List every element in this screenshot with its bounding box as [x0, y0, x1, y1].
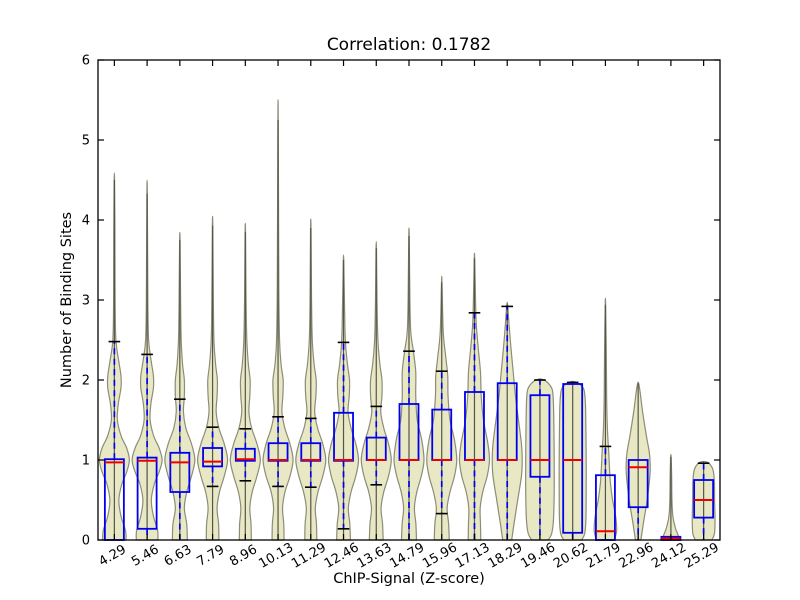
- x-tick-label: 15.96: [420, 540, 460, 572]
- x-tick-label: 8.96: [227, 542, 260, 569]
- y-axis-label: Number of Binding Sites: [59, 212, 75, 388]
- box: [202, 447, 223, 468]
- x-tick-label: 13.63: [355, 540, 395, 572]
- y-tick-label: 0: [82, 534, 90, 549]
- y-tick-label: 6: [82, 54, 90, 69]
- x-tick-label: 19.46: [518, 540, 558, 572]
- x-tick-label: 21.79: [584, 540, 624, 572]
- box: [693, 479, 715, 519]
- y-tick-label: 5: [82, 134, 90, 149]
- x-tick-label: 10.13: [256, 540, 296, 572]
- x-tick-label: 4.29: [96, 542, 129, 569]
- x-tick-label: 25.29: [682, 540, 722, 572]
- x-tick-label: 11.29: [289, 540, 329, 572]
- x-tick-label: 12.46: [322, 540, 362, 572]
- y-tick-label: 4: [82, 214, 90, 229]
- box: [529, 394, 551, 478]
- plot-area: [98, 98, 716, 541]
- box: [627, 459, 649, 509]
- x-tick-label: 24.12: [649, 540, 689, 572]
- axis-ticks: [98, 59, 720, 541]
- x-tick-label: 6.63: [162, 542, 195, 569]
- y-tick-label: 3: [82, 294, 90, 309]
- box: [234, 447, 256, 462]
- x-tick-label: 5.46: [129, 542, 162, 569]
- chart-title: Correlation: 0.1782: [327, 35, 491, 55]
- x-axis-label: ChIP-Signal (Z-score): [333, 571, 485, 587]
- x-tick-label: 20.62: [551, 540, 591, 572]
- box: [169, 451, 191, 493]
- y-tick-label: 1: [82, 454, 90, 469]
- x-tick-label: 17.13: [453, 540, 493, 572]
- y-tick-label: 2: [82, 374, 90, 389]
- box: [136, 456, 158, 530]
- x-tick-label: 14.79: [387, 540, 427, 572]
- x-tick-label: 7.79: [195, 542, 228, 569]
- x-tick-label: 18.29: [486, 540, 526, 572]
- x-tick-label: 22.96: [617, 540, 657, 572]
- box: [562, 383, 584, 534]
